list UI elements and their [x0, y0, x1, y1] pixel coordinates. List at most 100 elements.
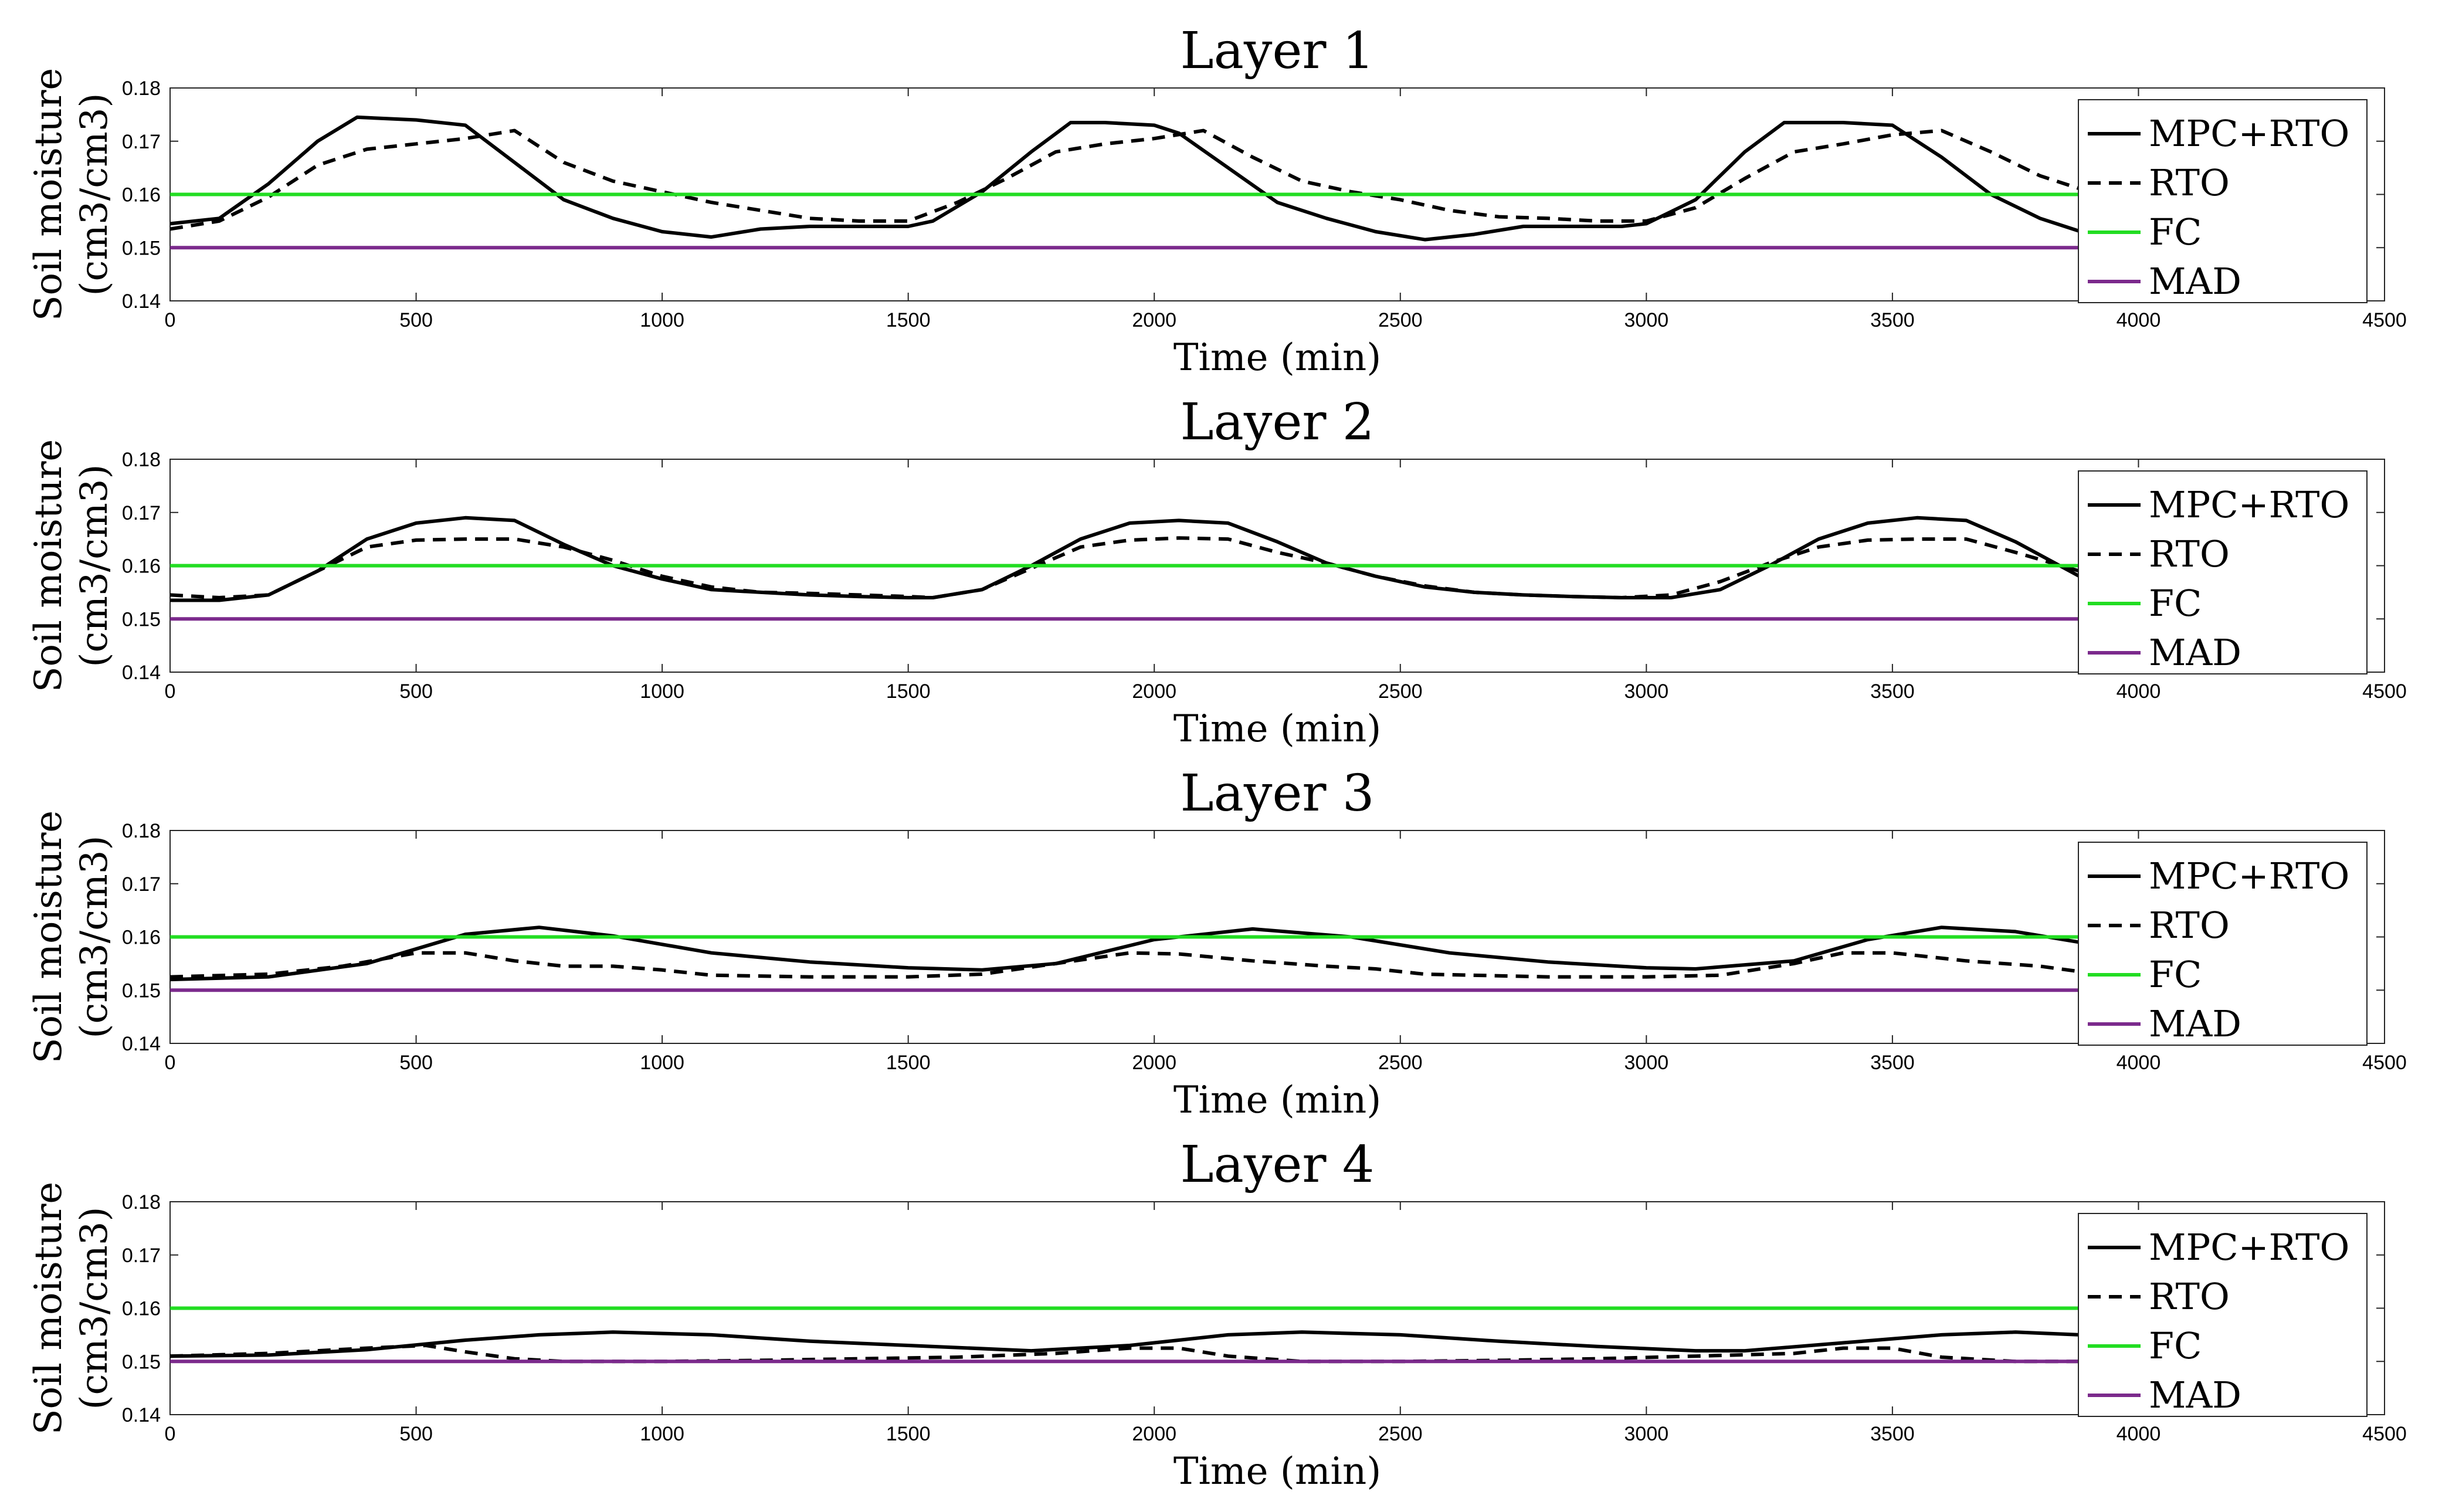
legend: MPC+RTO RTO FC MAD [2078, 470, 2368, 674]
legend-label: MAD [2149, 631, 2241, 674]
x-tick-label: 1000 [640, 1052, 684, 1074]
y-tick-label: 0.16 [122, 927, 161, 949]
legend-label: MPC+RTO [2149, 112, 2349, 155]
x-tick-label: 2000 [1132, 1423, 1176, 1445]
x-tick-label: 1500 [886, 309, 931, 331]
x-tick-label: 3500 [1870, 1052, 1915, 1074]
legend-label: FC [2149, 582, 2202, 625]
y-tick-label: 0.17 [122, 873, 161, 896]
x-tick-label: 0 [165, 309, 176, 331]
x-tick-label: 0 [165, 1052, 176, 1074]
x-tick-label: 500 [399, 680, 433, 703]
x-tick-label: 1000 [640, 1423, 684, 1445]
legend-label: RTO [2149, 904, 2230, 947]
y-tick-label: 0.15 [122, 608, 161, 630]
y-tick-label: 0.17 [122, 131, 161, 153]
legend-label: FC [2149, 953, 2202, 996]
y-tick-label: 0.18 [122, 1191, 161, 1213]
y-axis-label: Soil moisture [27, 439, 70, 693]
legend-label: FC [2149, 211, 2202, 253]
x-tick-label: 3500 [1870, 680, 1915, 703]
x-tick-label: 4000 [2117, 680, 2161, 703]
x-axis-label: Time (min) [1173, 336, 1381, 379]
y-tick-label: 0.15 [122, 979, 161, 1002]
x-tick-label: 500 [399, 309, 433, 331]
subplot-layer-2: Layer 2 0 500 1000 1500 2000 2500 3000 3500 4000 4… [27, 393, 2407, 751]
y-axis-label: Soil moisture [27, 811, 70, 1064]
legend: MPC+RTO RTO FC MAD [2078, 1213, 2368, 1417]
x-tick-label: 4500 [2362, 1423, 2407, 1445]
legend-label: MPC+RTO [2149, 855, 2349, 897]
subplot-layer-4: Layer 4 0 500 1000 1500 2000 2500 3000 3500 4000 4… [27, 1135, 2407, 1493]
subplot-layer-3: Layer 3 0 500 1000 1500 2000 2500 3000 3500 4000 4… [27, 764, 2407, 1122]
x-tick-label: 4500 [2362, 1052, 2407, 1074]
series-group [170, 925, 2080, 992]
series-group [170, 115, 2090, 250]
y-tick-label: 0.15 [122, 237, 161, 259]
series-line-mpc-rto [170, 516, 2081, 602]
x-tick-label: 2500 [1378, 309, 1423, 331]
x-tick-label: 2500 [1378, 1052, 1423, 1074]
x-tick-label: 2000 [1132, 680, 1176, 703]
y-tick-label: 0.18 [122, 77, 161, 100]
x-tick-label: 0 [165, 1423, 176, 1445]
y-axis-unit: (cm3/cm3) [73, 93, 116, 296]
y-tick-label: 0.16 [122, 1298, 161, 1320]
legend-label: MAD [2149, 260, 2241, 303]
legend-label: MAD [2149, 1002, 2241, 1045]
legend-label: MPC+RTO [2149, 1226, 2349, 1269]
y-tick-label: 0.18 [122, 449, 161, 471]
x-tick-label: 500 [399, 1423, 433, 1445]
x-tick-label: 1500 [886, 680, 931, 703]
x-tick-label: 500 [399, 1052, 433, 1074]
x-tick-label: 3500 [1870, 1423, 1915, 1445]
series-line-rto [170, 128, 2090, 231]
legend-label: RTO [2149, 161, 2230, 204]
chart-title: Layer 2 [1180, 393, 1374, 452]
y-tick-label: 0.14 [122, 662, 161, 684]
x-tick-label: 4500 [2362, 680, 2407, 703]
legend-label: FC [2149, 1324, 2202, 1367]
legend: MPC+RTO RTO FC MAD [2078, 842, 2368, 1046]
x-tick-label: 4000 [2117, 309, 2161, 331]
x-tick-label: 3000 [1624, 309, 1669, 331]
legend-label: RTO [2149, 533, 2230, 575]
x-axis-label: Time (min) [1173, 1450, 1381, 1493]
y-axis-unit: (cm3/cm3) [73, 836, 116, 1039]
y-tick-label: 0.16 [122, 555, 161, 578]
series-group [170, 1306, 2080, 1364]
y-tick-label: 0.16 [122, 184, 161, 206]
x-tick-label: 3000 [1624, 1052, 1669, 1074]
legend: MPC+RTO RTO FC MAD [2078, 99, 2368, 303]
legend-label: MAD [2149, 1374, 2241, 1416]
y-tick-label: 0.14 [122, 1404, 161, 1426]
y-tick-label: 0.17 [122, 1245, 161, 1267]
x-axis-label: Time (min) [1173, 707, 1381, 751]
series-line-rto [170, 1344, 2080, 1364]
series-line-rto [170, 536, 2080, 599]
legend-label: MPC+RTO [2149, 483, 2349, 526]
x-tick-label: 4500 [2362, 309, 2407, 331]
y-tick-label: 0.17 [122, 502, 161, 524]
y-tick-label: 0.14 [122, 1033, 161, 1055]
subplot-layer-1: Layer 1 0 500 1000 1500 2000 2500 3000 3500 4000 4… [27, 22, 2407, 379]
chart-title: Layer 4 [1180, 1135, 1374, 1194]
series-line-mpc-rto [170, 115, 2090, 242]
x-tick-label: 1000 [640, 309, 684, 331]
x-tick-label: 2000 [1132, 309, 1176, 331]
y-tick-label: 0.15 [122, 1351, 161, 1373]
legend-label: RTO [2149, 1275, 2230, 1318]
y-axis-unit: (cm3/cm3) [73, 465, 116, 667]
x-axis-label: Time (min) [1173, 1079, 1381, 1122]
series-line-mpc-rto [170, 925, 2080, 982]
x-tick-label: 1000 [640, 680, 684, 703]
x-tick-label: 3000 [1624, 1423, 1669, 1445]
x-tick-label: 2000 [1132, 1052, 1176, 1074]
x-tick-label: 4000 [2117, 1052, 2161, 1074]
series-group [170, 516, 2081, 621]
y-tick-label: 0.18 [122, 820, 161, 842]
y-tick-label: 0.14 [122, 290, 161, 313]
x-tick-label: 0 [165, 680, 176, 703]
series-line-rto [170, 951, 2080, 979]
